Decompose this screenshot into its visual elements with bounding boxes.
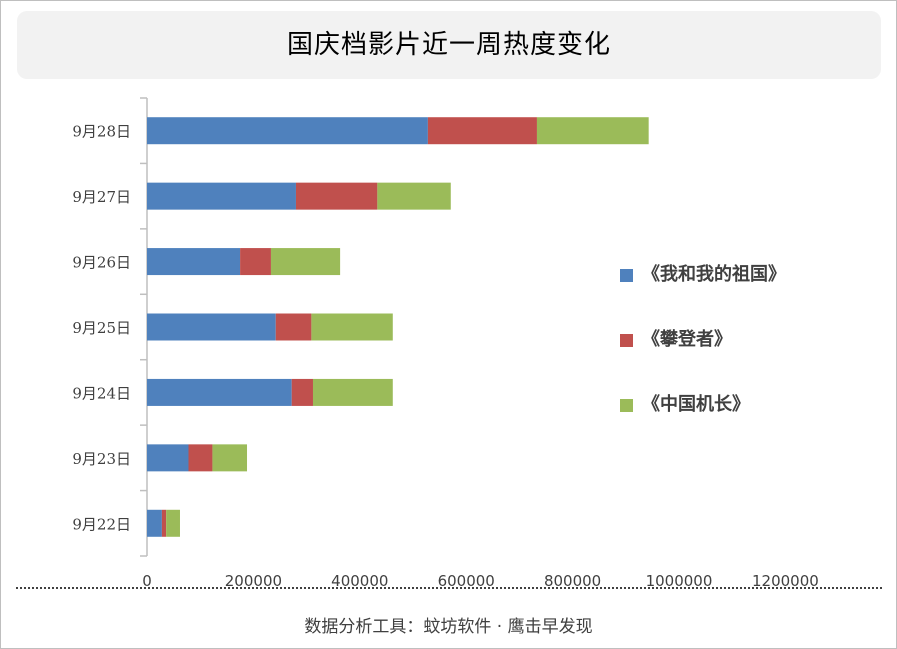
y-tick-label: 9月26日 — [72, 254, 131, 272]
bar-segment — [212, 444, 248, 472]
bar-segment — [312, 378, 393, 406]
bar-segment — [147, 182, 296, 210]
bar-segment — [311, 313, 393, 341]
bar-segment — [166, 509, 180, 537]
legend-label: 《攀登者》 — [642, 329, 732, 350]
x-tick-label: 200000 — [225, 572, 282, 590]
y-tick-label: 9月23日 — [72, 450, 131, 468]
y-tick-label: 9月25日 — [72, 319, 131, 337]
chart-title: 国庆档影片近一周热度变化 — [286, 30, 611, 60]
bar-segment — [147, 248, 241, 276]
legend-label: 《中国机长》 — [642, 394, 750, 415]
legend-label: 《我和我的祖国》 — [642, 264, 786, 285]
y-tick-label: 9月24日 — [72, 384, 131, 402]
bar-segment — [240, 248, 271, 276]
bar-segment — [147, 117, 428, 145]
bar-segment — [161, 509, 167, 537]
divider-line — [16, 587, 882, 589]
y-tick-label: 9月22日 — [72, 515, 131, 533]
y-tick-label: 9月28日 — [72, 123, 131, 141]
bar-segment — [295, 182, 378, 210]
bar-segment — [147, 313, 276, 341]
bar-segment — [147, 378, 292, 406]
legend-swatch — [620, 269, 633, 282]
x-tick-label: 800000 — [544, 572, 601, 590]
bar-segment — [536, 117, 649, 145]
bar-segment — [275, 313, 312, 341]
x-tick-label: 600000 — [438, 572, 495, 590]
title-box: 国庆档影片近一周热度变化 — [17, 11, 881, 79]
x-tick-label: 1000000 — [646, 572, 713, 590]
bar-segment — [377, 182, 451, 210]
x-tick-label: 0 — [142, 572, 152, 590]
legend-swatch — [620, 399, 633, 412]
y-tick-label: 9月27日 — [72, 188, 131, 206]
x-tick-label: 400000 — [331, 572, 388, 590]
bar-segment — [188, 444, 213, 472]
bar-segment — [147, 509, 162, 537]
bar-segment — [291, 378, 313, 406]
bar-segment — [147, 444, 189, 472]
x-tick-label: 1200000 — [752, 572, 819, 590]
bar-segment — [270, 248, 341, 276]
bar-segment — [427, 117, 537, 145]
legend-swatch — [620, 334, 633, 347]
footer-credit: 数据分析工具：蚊坊软件 · 鹰击早发现 — [304, 617, 593, 637]
